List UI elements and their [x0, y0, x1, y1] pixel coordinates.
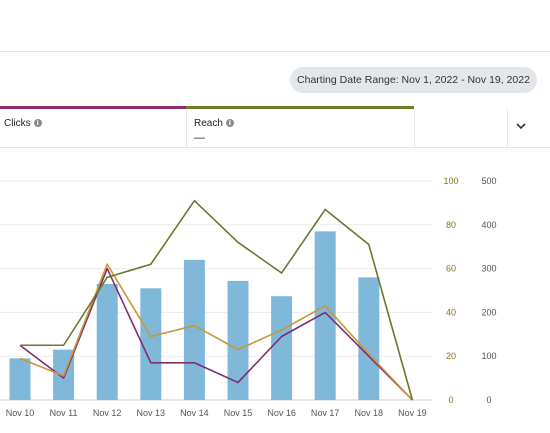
y-tick-label-right: 200 — [481, 307, 496, 317]
x-tick-label: Nov 19 — [398, 408, 427, 418]
info-icon[interactable]: i — [225, 119, 234, 127]
y-tick-label-left: 0 — [448, 395, 453, 405]
info-icon[interactable]: i — [33, 119, 42, 127]
metric-separator — [507, 109, 508, 147]
y-tick-label-right: 0 — [486, 395, 491, 405]
chart-bar — [271, 296, 293, 400]
reach-value: — — [194, 132, 205, 144]
metric-separator — [414, 109, 415, 147]
x-tick-label: Nov 18 — [355, 408, 384, 418]
header-divider — [0, 51, 550, 52]
x-tick-label: Nov 12 — [93, 408, 122, 418]
chevron-down-icon — [516, 122, 526, 129]
clicks-accent-bar — [0, 106, 186, 109]
y-tick-label-right: 300 — [481, 264, 496, 274]
x-tick-label: Nov 17 — [311, 408, 340, 418]
y-tick-label-left: 20 — [446, 351, 456, 361]
x-tick-label: Nov 11 — [50, 408, 78, 418]
date-range-pill[interactable]: Charting Date Range: Nov 1, 2022 - Nov 1… — [290, 67, 537, 93]
metric-bottom-border — [0, 147, 550, 148]
y-tick-label-left: 40 — [446, 307, 456, 317]
y-tick-label-left: 80 — [446, 220, 456, 230]
metric-tabs: Clicks i Reach i — — [0, 106, 550, 148]
clicks-line — [19, 267, 413, 401]
reach-line — [20, 199, 414, 401]
chart-bar — [140, 288, 162, 400]
reach-label: Reach — [194, 118, 223, 129]
chart-bar — [96, 283, 118, 400]
x-tick-label: Nov 13 — [137, 408, 166, 418]
expand-metrics-button[interactable] — [513, 118, 529, 134]
y-tick-label-left: 100 — [443, 176, 458, 186]
chart-lines — [19, 199, 414, 401]
chart-bar — [227, 280, 249, 400]
y-tick-label-right: 400 — [481, 220, 496, 230]
chart-bar — [9, 358, 31, 400]
orange-line — [19, 263, 413, 401]
x-tick-label: Nov 10 — [6, 408, 35, 418]
clicks-label: Clicks — [4, 118, 31, 129]
chart-bar — [314, 231, 336, 400]
x-tick-label: Nov 14 — [180, 408, 209, 418]
metric-separator — [186, 109, 187, 147]
x-tick-label: Nov 15 — [224, 408, 253, 418]
reach-accent-bar — [186, 106, 414, 109]
y-tick-label-right: 100 — [481, 351, 496, 361]
metric-tab-reach[interactable]: Reach i — [194, 118, 234, 129]
x-tick-label: Nov 16 — [267, 408, 296, 418]
y-tick-label-right: 500 — [481, 176, 496, 186]
chart-bar — [358, 277, 380, 400]
metric-tab-clicks[interactable]: Clicks i — [4, 118, 42, 129]
y-tick-label-left: 60 — [446, 264, 456, 274]
